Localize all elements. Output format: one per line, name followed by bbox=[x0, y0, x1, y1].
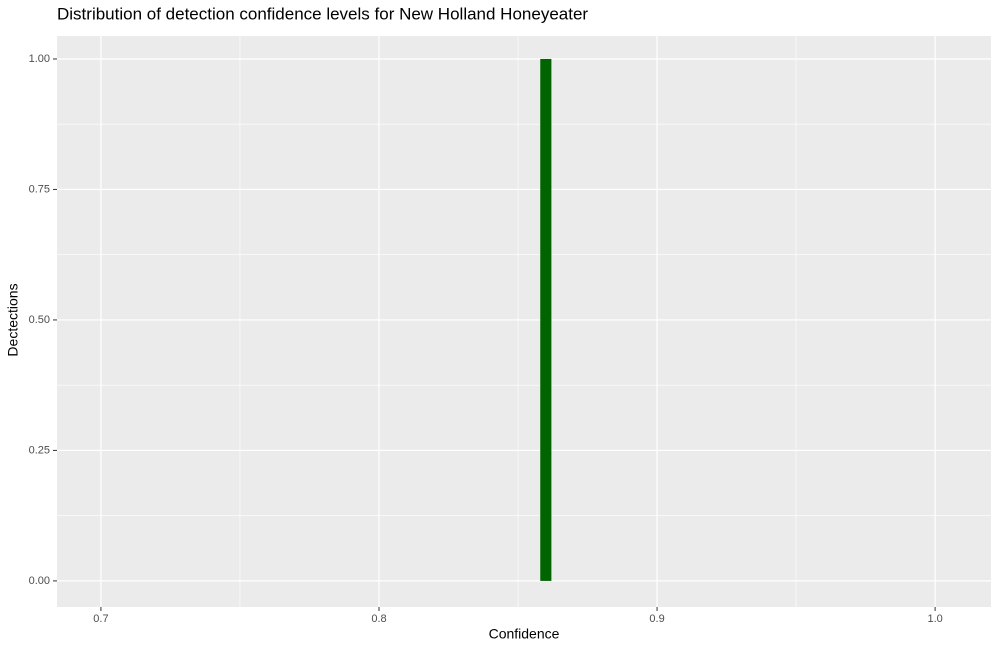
y-tick-label: 0.50 bbox=[29, 314, 50, 326]
x-tick-label: 0.7 bbox=[93, 613, 108, 625]
bar bbox=[540, 58, 552, 581]
y-tick-label: 0.75 bbox=[29, 183, 50, 195]
y-tick-label: 0.00 bbox=[29, 575, 50, 587]
x-tick-label: 1.0 bbox=[927, 613, 942, 625]
panel-background bbox=[57, 36, 991, 607]
x-axis-label: Confidence bbox=[489, 626, 560, 642]
x-tick-label: 0.9 bbox=[649, 613, 664, 625]
y-axis-label: Dectections bbox=[5, 283, 21, 356]
chart-title: Distribution of detection confidence lev… bbox=[57, 4, 588, 23]
y-tick-label: 0.25 bbox=[29, 444, 50, 456]
y-tick-label: 1.00 bbox=[29, 53, 50, 65]
x-tick-label: 0.8 bbox=[371, 613, 386, 625]
